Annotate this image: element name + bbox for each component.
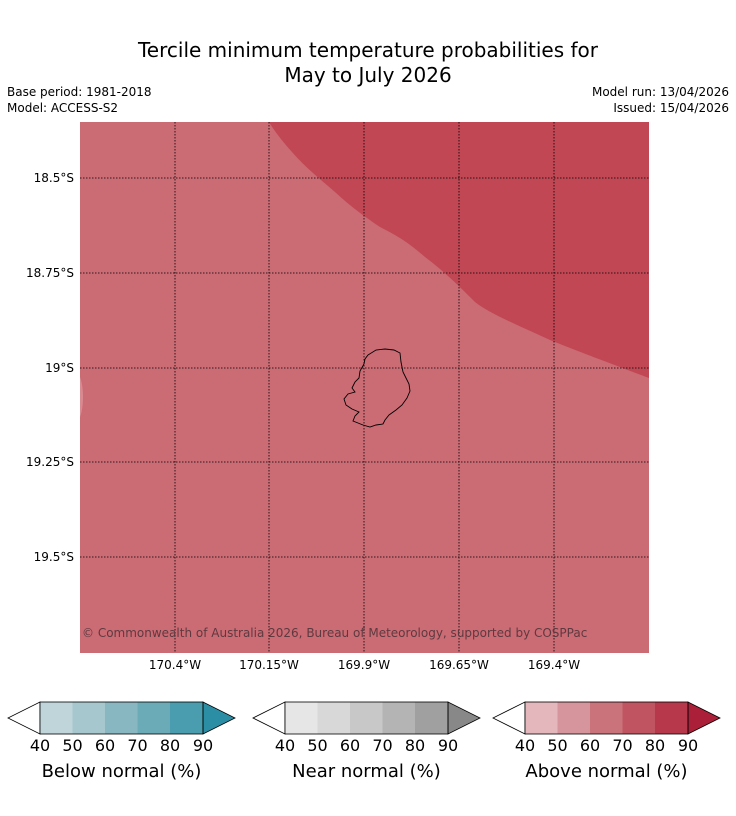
- cbar-near-seg-60-70: [350, 702, 383, 734]
- cbar-near-tick: 70: [372, 736, 393, 755]
- cbar-above-seg-50-60: [557, 702, 590, 734]
- cbar-above-title: Above normal (%): [525, 761, 688, 782]
- cbar-near-seg-50-60: [317, 702, 350, 734]
- meta-right: Model run: 13/04/2026 Issued: 15/04/2026: [592, 84, 729, 116]
- region-edge-light: [80, 377, 83, 417]
- base-period: Base period: 1981-2018: [7, 85, 152, 99]
- cbar-near-tick: 40: [274, 736, 296, 755]
- cbar-below-extend-low: [7, 701, 41, 735]
- model-run: Model run: 13/04/2026: [591, 85, 729, 99]
- niue-coastline: [343, 348, 411, 428]
- cbar-near-seg-80-90: [415, 702, 448, 734]
- meta-left: Base period: 1981-2018 Model: ACCESS-S2: [7, 84, 152, 116]
- cbar-near-extend-high: [447, 701, 481, 735]
- cbar-near-seg-40-50: [285, 702, 318, 734]
- cbar-below-tick: 70: [127, 736, 148, 755]
- model-name: Model: ACCESS-S2: [7, 101, 119, 115]
- cbar-below-seg-40-50: [40, 702, 73, 734]
- cbar-above-extend-low: [492, 701, 526, 735]
- lat-label-19: 19°S: [45, 361, 74, 375]
- cbar-below-seg-70-80: [137, 702, 170, 734]
- map-panel[interactable]: © Commonwealth of Australia 2026, Bureau…: [80, 122, 649, 653]
- lat-label-19.25: 19.25°S: [26, 455, 74, 469]
- cbar-above-tick: 70: [612, 736, 633, 755]
- lon-label-170.15: 170.15°W: [239, 658, 299, 672]
- cbar-below-extend-high: [202, 701, 236, 735]
- copyright-notice: © Commonwealth of Australia 2026, Bureau…: [82, 626, 588, 640]
- cbar-above-extend-high: [687, 701, 721, 735]
- cbar-above-tick: 80: [644, 736, 666, 755]
- cbar-near-tick: 60: [339, 736, 361, 755]
- colorbar-above-normal: [492, 700, 722, 736]
- lon-label-170.4: 170.4°W: [148, 658, 202, 672]
- lat-label-18.75: 18.75°S: [26, 266, 74, 280]
- graticule: [80, 122, 649, 653]
- cbar-above-tick: 50: [547, 736, 568, 755]
- cbar-near-extend-low: [252, 701, 286, 735]
- lat-label-19.5: 19.5°S: [33, 550, 74, 564]
- cbar-above-tick: 40: [514, 736, 536, 755]
- cbar-above-seg-70-80: [622, 702, 655, 734]
- cbar-above-seg-80-90: [655, 702, 688, 734]
- cbar-below-tick: 50: [62, 736, 83, 755]
- cbar-below-seg-80-90: [170, 702, 203, 734]
- lon-label-169.65: 169.65°W: [429, 658, 489, 672]
- cbar-below-seg-60-70: [105, 702, 138, 734]
- cbar-below-tick: 40: [29, 736, 51, 755]
- title-line-2: May to July 2026: [284, 63, 452, 87]
- cbar-above-seg-60-70: [590, 702, 623, 734]
- cbar-below-title: Below normal (%): [41, 761, 202, 782]
- cbar-above-seg-40-50: [525, 702, 558, 734]
- colorbar-near-normal: [252, 700, 482, 736]
- colorbar-below-normal: [7, 700, 237, 736]
- cbar-below-tick: 80: [159, 736, 181, 755]
- cbar-below-seg-50-60: [72, 702, 105, 734]
- lon-label-169.9: 169.9°W: [337, 658, 391, 672]
- lon-label-169.4: 169.4°W: [527, 658, 581, 672]
- cbar-above-tick: 60: [579, 736, 601, 755]
- chart-title: Tercile minimum temperature probabilitie…: [0, 38, 736, 88]
- cbar-near-tick: 90: [437, 736, 459, 755]
- issued-date: Issued: 15/04/2026: [613, 101, 729, 115]
- cbar-below-tick: 90: [192, 736, 214, 755]
- cbar-near-tick: 80: [404, 736, 426, 755]
- map-svg: [80, 122, 649, 653]
- title-line-1: Tercile minimum temperature probabilitie…: [137, 38, 599, 62]
- lat-label-18.5: 18.5°S: [33, 171, 74, 185]
- cbar-near-seg-70-80: [382, 702, 415, 734]
- cbar-above-tick: 90: [677, 736, 699, 755]
- cbar-below-tick: 60: [94, 736, 116, 755]
- cbar-near-tick: 50: [307, 736, 328, 755]
- cbar-near-title: Near normal (%): [292, 761, 441, 782]
